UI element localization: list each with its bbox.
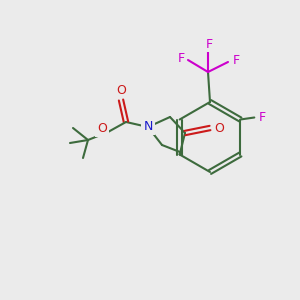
Text: F: F [259, 111, 266, 124]
Text: O: O [214, 122, 224, 134]
Text: F: F [177, 52, 184, 65]
Text: F: F [206, 38, 213, 50]
Text: F: F [232, 55, 240, 68]
Text: O: O [116, 83, 126, 97]
Text: N: N [143, 121, 153, 134]
Text: O: O [97, 122, 107, 136]
